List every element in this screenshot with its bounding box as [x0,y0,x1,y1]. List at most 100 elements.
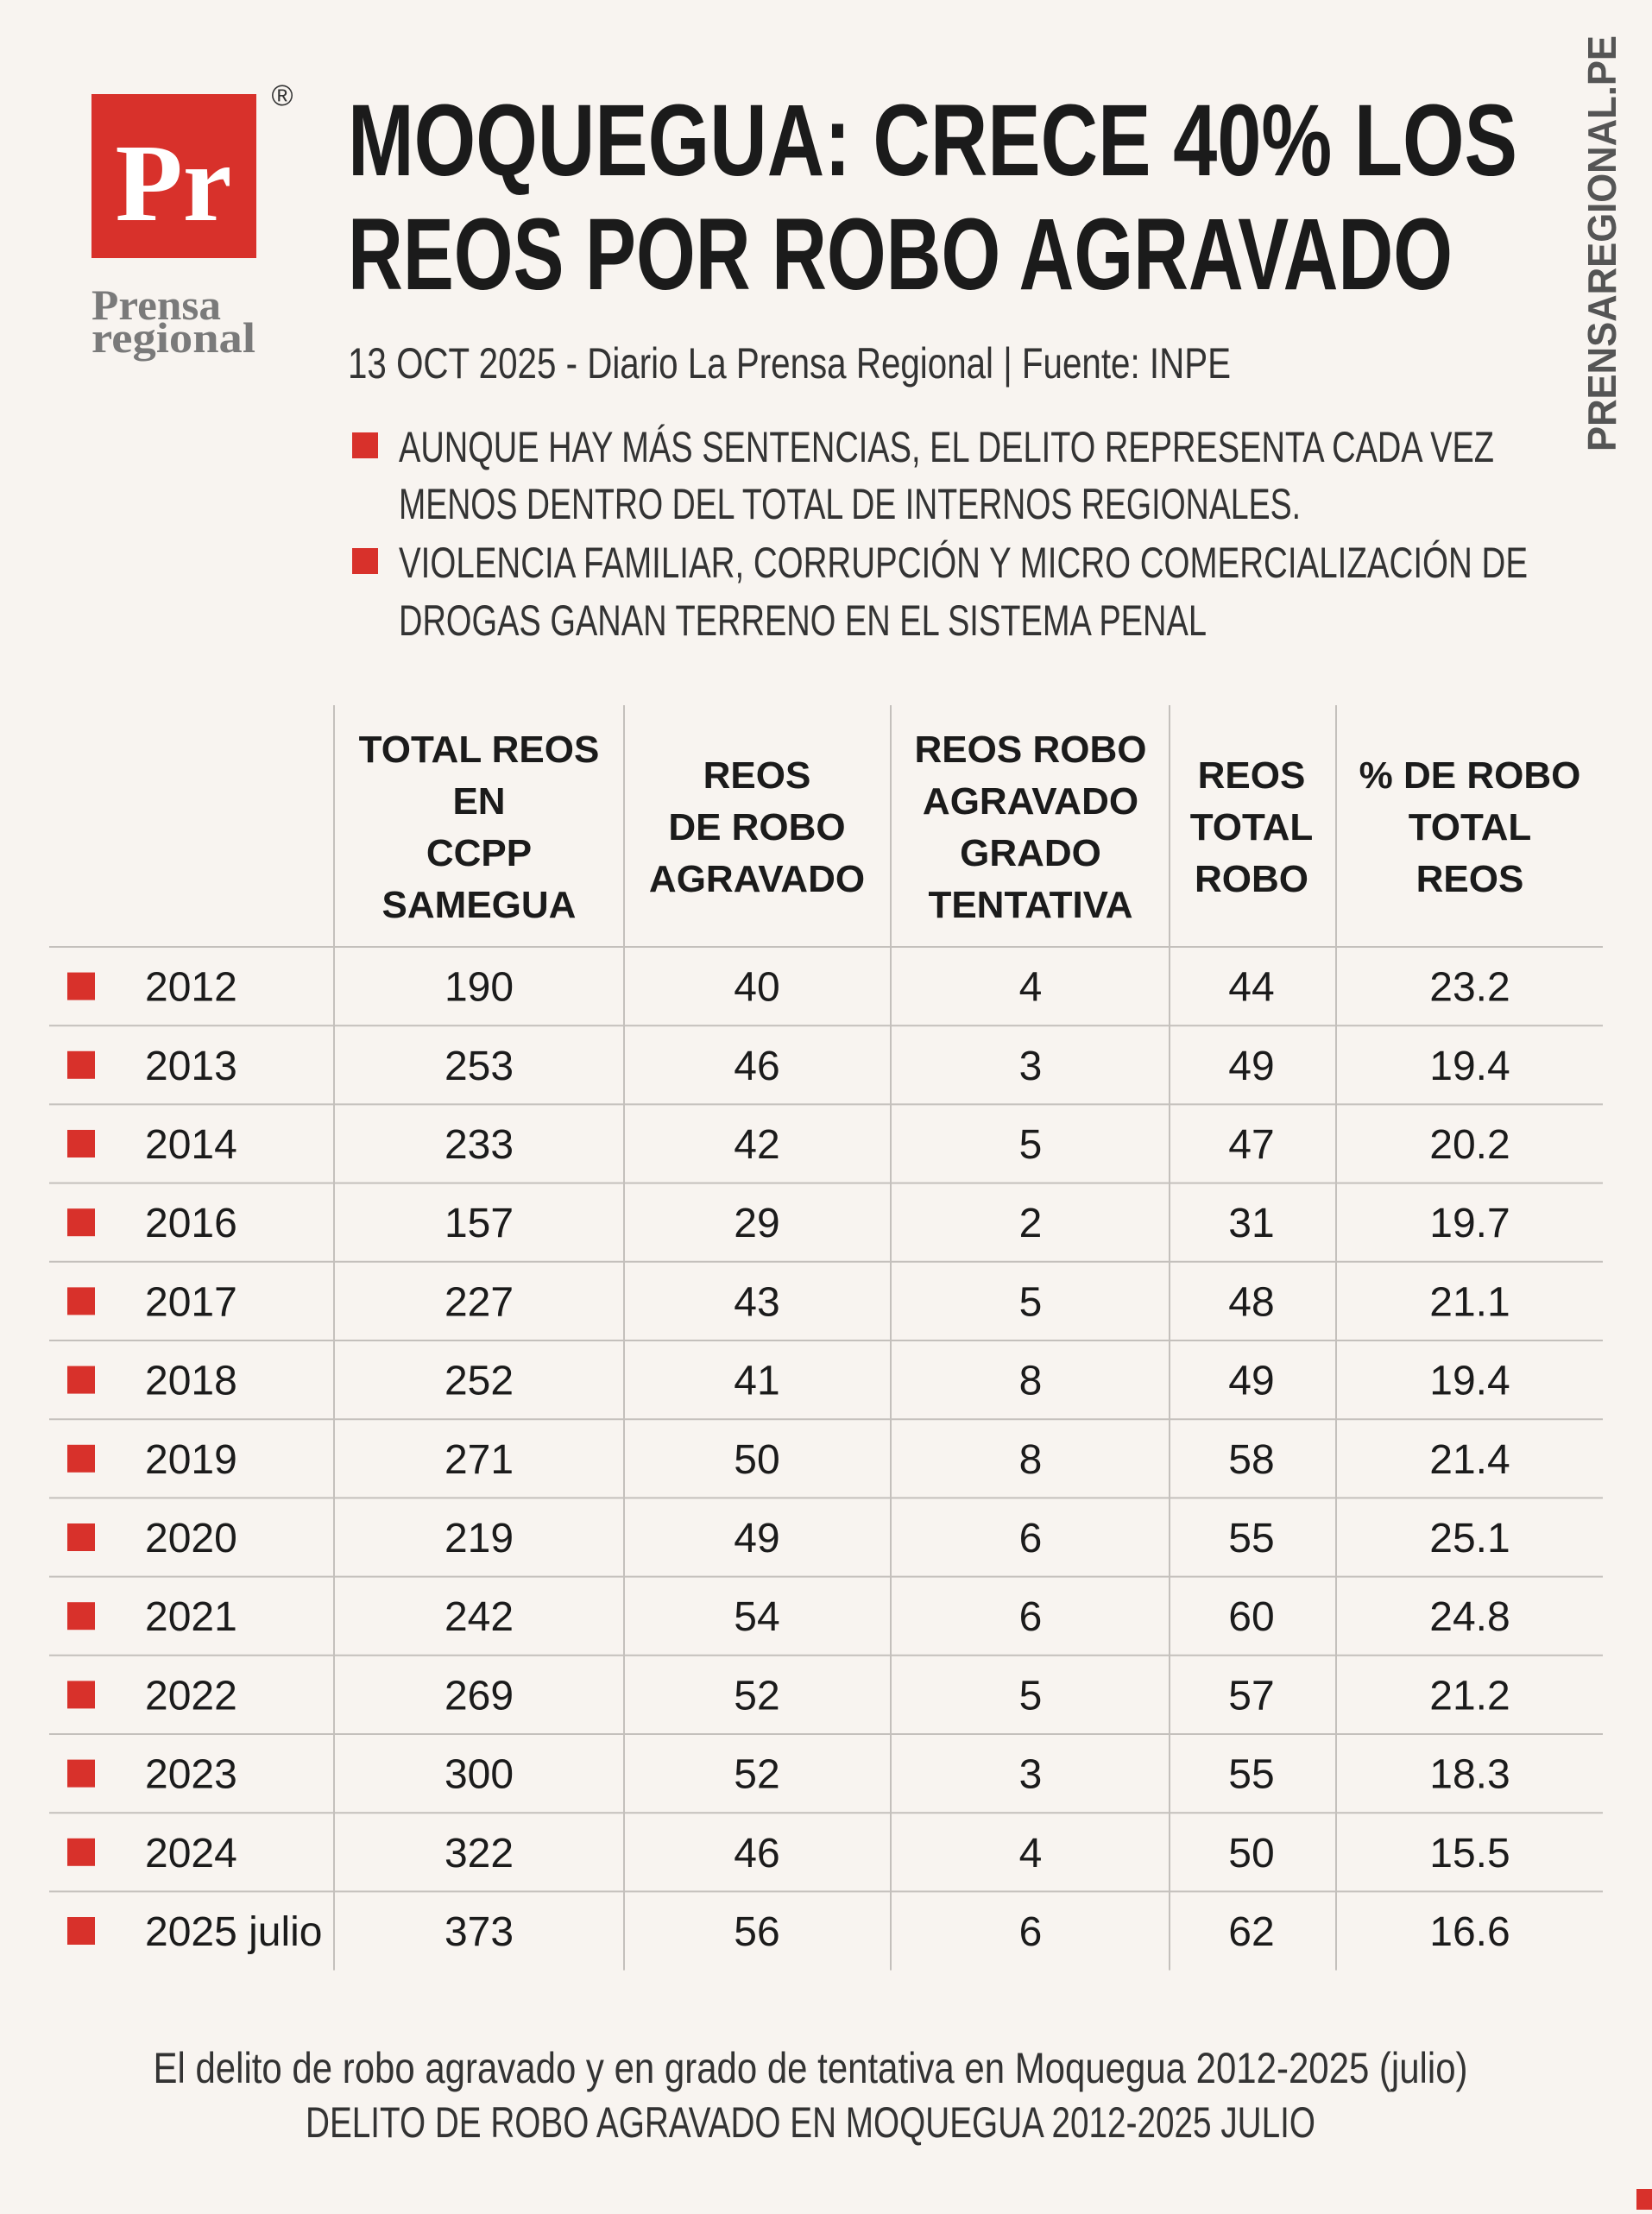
table-cell: 19.4 [1429,1044,1510,1089]
table-cell: 49 [1228,1359,1274,1404]
row-marker [67,1208,95,1237]
row-label: 2014 [145,1122,237,1168]
logo-name: regional [91,313,255,362]
column-header: REOS [703,754,811,797]
table: TOTAL REOS EN CCPP SAMEGUA REOS DE ROBO AGRAVA… [49,705,1603,1971]
bullet-marker [352,432,378,458]
row-label: 2017 [145,1279,237,1325]
row-marker [67,1838,95,1866]
row-label: 2013 [145,1044,237,1089]
row-marker [67,1130,95,1157]
table-cell: 50 [1228,1831,1274,1877]
table-cell: 52 [734,1752,779,1798]
table-cell: 21.4 [1429,1437,1510,1483]
row-label: 2012 [145,965,237,1011]
table-cell: 300 [445,1752,514,1798]
table-cell: 49 [734,1516,779,1561]
column-header: TOTAL [1190,806,1314,848]
table-cell: 43 [734,1279,779,1325]
table-cell: 6 [1019,1516,1043,1561]
table-cell: 55 [1228,1752,1274,1798]
column-header: CCPP [426,832,532,874]
table-cell: 190 [445,965,514,1011]
side-text: PRENSAREGIONAL.PE [1579,35,1624,451]
table-cell: 157 [445,1201,514,1246]
table-cell: 31 [1228,1201,1274,1246]
row-label: 2023 [145,1752,237,1798]
table-cell: 55 [1228,1516,1274,1561]
row-marker [67,1287,95,1315]
row-marker [67,1050,95,1079]
bullet-marker [352,548,378,574]
table-cell: 16.6 [1429,1909,1510,1955]
row-marker [67,1681,95,1709]
row-label: 2022 [145,1673,237,1719]
footer-text: DELITO DE ROBO AGRAVADO EN MOQUEGUA 2012… [306,2098,1315,2147]
row-label: 2025 julio [145,1909,323,1955]
column-header: % DE ROBO [1359,754,1581,797]
table-cell: 15.5 [1429,1831,1510,1877]
table-cell: 42 [734,1122,779,1168]
row-label: 2020 [145,1516,237,1561]
table-cell: 253 [445,1044,514,1089]
table-cell: 5 [1019,1279,1043,1325]
row-marker [67,1523,95,1551]
table-cell: 3 [1019,1044,1043,1089]
row-marker [67,972,95,1000]
table-cell: 21.1 [1429,1279,1510,1325]
table-cell: 47 [1228,1122,1274,1168]
registered-mark: ® [271,79,293,112]
table-cell: 4 [1019,965,1043,1011]
table-cell: 23.2 [1429,965,1510,1011]
column-header: EN [452,780,505,823]
table-cell: 57 [1228,1673,1274,1719]
table-cell: 44 [1228,965,1274,1011]
table-cell: 50 [734,1437,779,1483]
bullet-text: VIOLENCIA FAMILIAR, CORRUPCIÓN Y MICRO C… [399,539,1528,587]
column-header: AGRAVADO [649,858,865,900]
bullet-text: AUNQUE HAY MÁS SENTENCIAS, EL DELITO REP… [399,423,1494,471]
logo-box [91,94,256,258]
row-label: 2018 [145,1359,237,1404]
row-label: 2016 [145,1201,237,1246]
column-header: REOS [1198,754,1306,797]
table-cell: 60 [1228,1594,1274,1640]
corner-accent [1636,2189,1652,2210]
table-cell: 56 [734,1909,779,1955]
column-header: ROBO [1195,858,1308,900]
table-cell: 19.4 [1429,1359,1510,1404]
row-marker [67,1759,95,1788]
logo-mark: Pr [116,122,232,244]
footer-text: El delito de robo agravado y en grado de… [154,2044,1468,2092]
row-marker [67,1366,95,1394]
table-cell: 40 [734,965,779,1011]
table-cell: 6 [1019,1594,1043,1640]
table-cell: 4 [1019,1831,1043,1877]
table-cell: 24.8 [1429,1594,1510,1640]
subtitle: 13 OCT 2025 - Diario La Prensa Regional … [348,339,1231,388]
table-cell: 52 [734,1673,779,1719]
bullet-text: MENOS DENTRO DEL TOTAL DE INTERNOS REGIO… [399,480,1301,528]
bullet-text: DROGAS GANAN TERRENO EN EL SISTEMA PENAL [399,596,1207,645]
table-cell: 322 [445,1831,514,1877]
table-cell: 48 [1228,1279,1274,1325]
table-cell: 25.1 [1429,1516,1510,1561]
title: MOQUEGUA: CRECE 40% LOS [348,84,1517,198]
table-cell: 271 [445,1437,514,1483]
table-cell: 49 [1228,1044,1274,1089]
table-cell: 5 [1019,1122,1043,1168]
column-header: TOTAL REOS [359,729,600,771]
row-marker [67,1917,95,1945]
table-cell: 21.2 [1429,1673,1510,1719]
table-cell: 8 [1019,1437,1043,1483]
title: REOS POR ROBO AGRAVADO [348,198,1453,312]
column-header: GRADO [960,832,1101,874]
column-header: TENTATIVA [928,884,1132,926]
table-cell: 20.2 [1429,1122,1510,1168]
table-cell: 227 [445,1279,514,1325]
row-label: 2021 [145,1594,237,1640]
table-cell: 6 [1019,1909,1043,1955]
table-cell: 3 [1019,1752,1043,1798]
